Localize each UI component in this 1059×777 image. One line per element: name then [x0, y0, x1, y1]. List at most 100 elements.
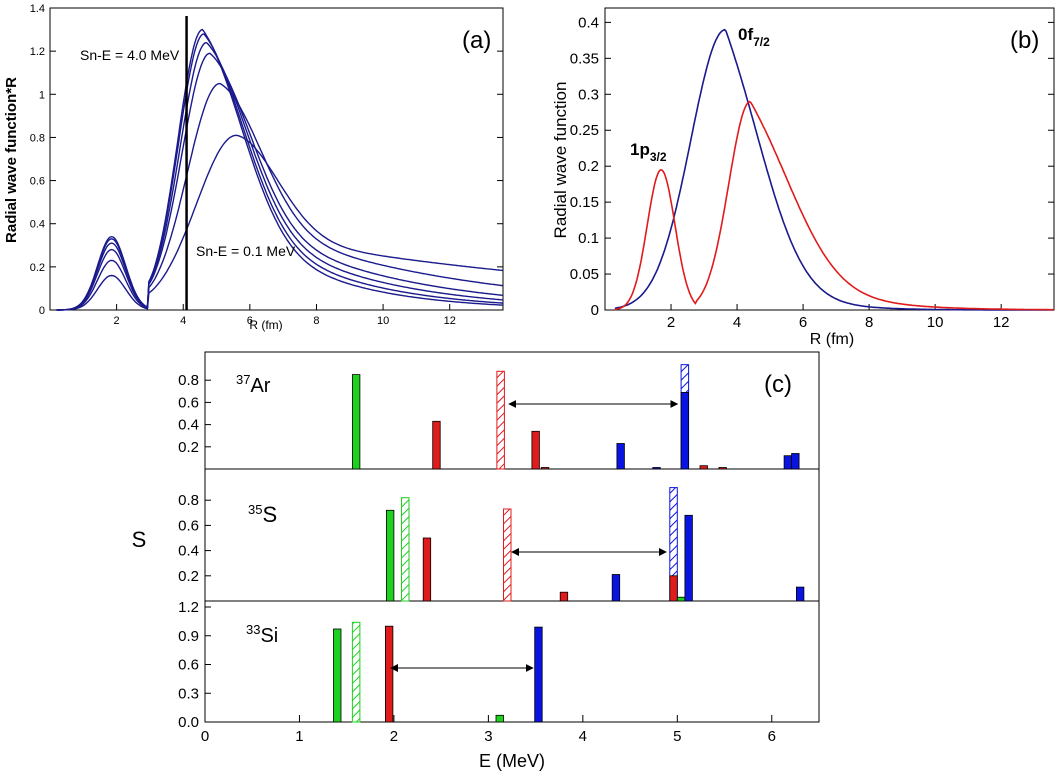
a-ytick-label: 0.2: [30, 262, 45, 274]
c-bar-blue: [534, 626, 543, 723]
c-bar-red: [531, 430, 540, 470]
a-curve-5: [56, 82, 504, 311]
c-ytick-label: 0.8: [178, 492, 199, 509]
c-bar-red: [540, 467, 550, 470]
b-xtick-label: 4: [733, 314, 741, 331]
a-ytick-label: 0.8: [30, 132, 45, 144]
panel-a-y-ticks: 0 0.2 0.4 0.6 0.8 1 1.2 1.4: [30, 3, 503, 317]
panel-c-y-axis-label: S: [132, 527, 147, 552]
a-ytick-label: 1: [39, 89, 45, 101]
c-bar-blue: [611, 574, 621, 602]
panel-b-y-axis-label: Radial wave function: [551, 82, 570, 239]
b-ytick-label: 0.15: [570, 194, 599, 211]
panel-c-x-axis-label: E (MeV): [479, 751, 545, 771]
c-ytick-label: 0.3: [178, 685, 199, 702]
c-ytick-label: 1.2: [178, 599, 199, 616]
c-ytick-label: 0.4: [178, 543, 199, 560]
c-ytick-label: 0.2: [178, 568, 199, 585]
c-bar-red-hatched: [503, 508, 512, 602]
b-ytick-label: 0.4: [578, 14, 599, 31]
b-ytick-label: 0.05: [570, 266, 599, 283]
b-ytick-label: 0.1: [578, 230, 599, 247]
b-ytick-label: 0.3: [578, 86, 599, 103]
c-bar-blue: [652, 467, 661, 470]
c-ytick-label: 0.6: [178, 394, 199, 411]
c-ytick-label: 0.2: [178, 439, 199, 456]
c-ytick-label: 0.0: [178, 714, 199, 731]
panel-b-label-1p32: 1p3/2: [630, 140, 667, 164]
c-xtick-label: 0: [201, 728, 209, 745]
c-bar-blue: [684, 514, 693, 602]
a-xtick-label: 6: [247, 315, 253, 327]
c-bar-green: [351, 374, 361, 470]
a-ytick-label: 1.4: [30, 3, 45, 15]
c-bar-green: [333, 628, 342, 723]
b-ytick-label: 0.35: [570, 50, 599, 67]
panel-b-radial-wave-function: 0 0.05 0.1 0.15 0.2 0.25 0.3 0.35 0.4 2 4 6 8 10 12 (…: [551, 7, 1055, 348]
nucleus-label-35s: 35S: [248, 502, 277, 527]
c-bar-red: [669, 575, 678, 602]
c-ytick-label: 0.4: [178, 417, 199, 434]
panel-c-frame: [204, 351, 820, 723]
panel-a-frame: [49, 7, 504, 311]
panel-c-label: (c): [764, 371, 792, 398]
a-ytick-label: 0.6: [30, 176, 45, 188]
a-curve-4: [56, 52, 504, 311]
b-xtick-label: 8: [865, 314, 873, 331]
c-bar-red-hatched: [496, 370, 505, 470]
c-bar-red: [718, 467, 727, 470]
c-ytick-label: 0.8: [178, 372, 199, 389]
b-xtick-label: 10: [927, 314, 944, 331]
panel-b-frame: [604, 7, 1055, 311]
b-curve-0f72: [614, 28, 1054, 311]
panel-b-x-axis-label: R (fm): [810, 331, 854, 348]
c-bar-green-hatched: [351, 621, 361, 723]
a-xtick-label: 4: [180, 315, 186, 327]
c-bar-red: [559, 591, 569, 602]
a-xtick-label: 2: [114, 315, 120, 327]
c-xtick-label: 3: [484, 728, 492, 745]
c-bar-green: [495, 714, 504, 723]
panel-c-content: 0.2 0.4 0.6 0.8 0.2 0.4 0.6 0.8 0.0 0.3 0.6 0.9 1.2 0…: [178, 364, 805, 745]
c-bar-blue: [791, 453, 800, 470]
c-xtick-label: 6: [768, 728, 776, 745]
b-curve-1p32: [614, 100, 1054, 311]
b-ytick-label: 0: [591, 302, 599, 319]
panel-b-x-ticks: 2 4 6 8 10 12: [667, 304, 1010, 331]
c-bar-red: [422, 537, 432, 602]
b-xtick-label: 6: [799, 314, 807, 331]
panel-a-y-axis-label: Radial wave function*R: [3, 77, 20, 243]
panel-b-curves: [614, 28, 1054, 311]
panel-a-label: (a): [462, 27, 491, 54]
panel-b-y-ticks: 0 0.05 0.1 0.15 0.2 0.25 0.3 0.35 0.4: [570, 14, 1054, 319]
a-ytick-label: 0.4: [30, 219, 45, 231]
c-bar-blue: [616, 443, 625, 470]
b-xtick-label: 12: [993, 314, 1010, 331]
c-xtick-label: 4: [579, 728, 587, 745]
a-xtick-label: 8: [313, 315, 319, 327]
nucleus-label-37ar: 37Ar: [236, 372, 271, 397]
a-ytick-label: 1.2: [30, 46, 45, 58]
b-ytick-label: 0.2: [578, 158, 599, 175]
c-bar-red: [699, 465, 708, 470]
panel-b-label: (b): [1010, 27, 1039, 54]
panel-a-annotation-4mev: Sn-E = 4.0 MeV: [80, 47, 180, 63]
panel-a-curves: [56, 28, 504, 311]
c-bar-green: [385, 509, 395, 602]
panel-a-x-ticks: 2 4 6 8 10 12: [114, 304, 456, 327]
c-xtick-label: 2: [390, 728, 398, 745]
c-ytick-label: 0.6: [178, 657, 199, 674]
panel-a-annotation-01mev: Sn-E = 0.1 MeV: [196, 243, 296, 259]
panel-c-spectroscopic-factors: 0.2 0.4 0.6 0.8 0.2 0.4 0.6 0.8 0.0 0.3 0.6 0.9 1.2 0…: [132, 351, 820, 771]
panel-a-radial-wave-function-R: 0 0.2 0.4 0.6 0.8 1 1.2 1.4 2 4 6 8 10 12 (a) Sn-E =…: [3, 3, 504, 332]
a-ytick-label: 0: [39, 305, 45, 317]
c-bar-red: [432, 420, 441, 470]
a-curve-3: [56, 41, 504, 311]
b-ytick-label: 0.25: [570, 122, 599, 139]
c-xtick-label: 1: [295, 728, 303, 745]
c-ytick-label: 0.9: [178, 628, 199, 645]
c-bar-green: [676, 596, 686, 602]
c-xtick-label: 5: [673, 728, 681, 745]
c-bar-green-hatched: [401, 497, 410, 602]
panel-a-x-axis-label: R (fm): [249, 318, 282, 332]
